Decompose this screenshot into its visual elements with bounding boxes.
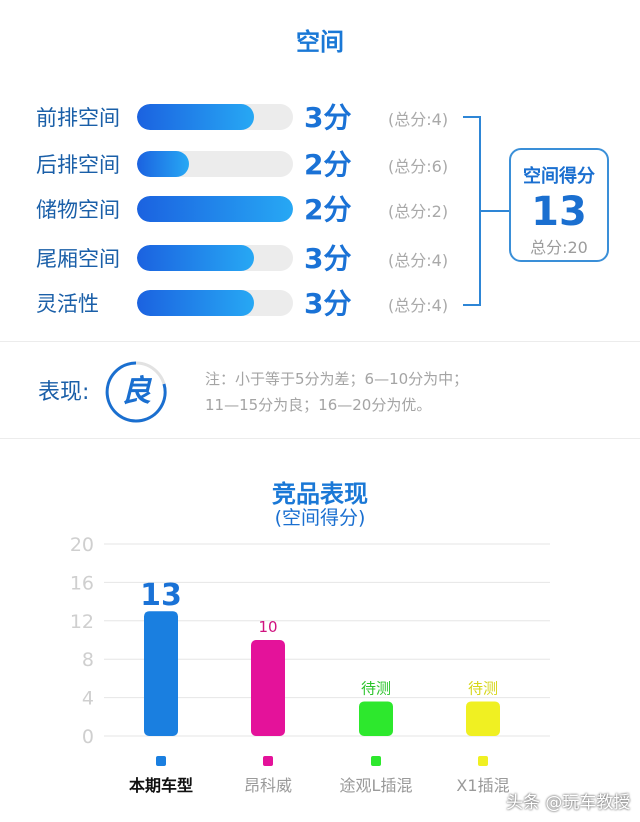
space-title: 空间 <box>296 28 344 56</box>
score-bar-fill <box>137 104 254 130</box>
y-tick-label: 0 <box>82 726 94 748</box>
score-row: 尾厢空间 3分 (总分:4) <box>0 237 640 277</box>
row-score: 3分 <box>304 242 352 275</box>
score-bar-fill <box>137 151 189 177</box>
row-score: 2分 <box>304 148 352 181</box>
row-score: 3分 <box>304 101 352 134</box>
score-row: 前排空间 3分 (总分:4) <box>0 96 640 136</box>
y-tick-label: 12 <box>70 611 94 633</box>
bar <box>359 701 393 736</box>
row-total: (总分:4) <box>388 110 449 129</box>
bar-data-label: 待测 <box>361 679 391 697</box>
bracket-tick <box>479 210 509 212</box>
score-bar-track <box>137 245 293 271</box>
rating-note-line1: 注：小于等于5分为差；6—10分为中； <box>205 370 469 388</box>
y-tick-label: 20 <box>70 534 94 556</box>
legend-swatch <box>478 756 488 766</box>
rating-note: 注：小于等于5分为差；6—10分为中； 11—15分为良；16—20分为优。 <box>205 366 535 418</box>
row-score: 3分 <box>304 287 352 320</box>
bar-data-label: 13 <box>140 578 182 613</box>
bar <box>144 611 178 736</box>
row-total: (总分:6) <box>388 157 449 176</box>
rating-value: 良 <box>121 374 151 409</box>
y-tick-label: 4 <box>82 688 94 710</box>
legend-swatch <box>371 756 381 766</box>
legend-swatch <box>263 756 273 766</box>
row-label: 尾厢空间 <box>36 247 120 271</box>
bar <box>466 701 500 736</box>
rating-ring-icon <box>105 361 167 423</box>
chart-subtitle: (空间得分) <box>274 507 366 529</box>
watermark: 头条 @玩车教授 <box>506 793 631 813</box>
score-bar-track <box>137 151 293 177</box>
score-bar-fill <box>137 290 254 316</box>
row-total: (总分:4) <box>388 296 449 315</box>
row-total: (总分:2) <box>388 202 449 221</box>
row-label: 灵活性 <box>36 292 99 316</box>
chart-title: 竞品表现 <box>272 480 368 508</box>
y-tick-label: 16 <box>70 572 94 594</box>
category-label: X1插混 <box>456 776 509 795</box>
row-score: 2分 <box>304 193 352 226</box>
y-tick-label: 8 <box>82 649 94 671</box>
category-label: 本期车型 <box>129 776 193 795</box>
divider <box>0 341 640 342</box>
score-bar-track <box>137 196 293 222</box>
space-score-title: 空间得分 <box>523 166 595 187</box>
row-label: 储物空间 <box>36 198 120 222</box>
row-total: (总分:4) <box>388 251 449 270</box>
category-label: 途观L插混 <box>340 776 413 795</box>
space-score-value: 13 <box>531 189 587 235</box>
performance-label: 表现: <box>38 380 90 405</box>
score-row: 灵活性 3分 (总分:4) <box>0 282 640 322</box>
space-score-box: 空间得分 13 总分:20 <box>509 148 609 262</box>
bar-data-label: 10 <box>258 618 277 636</box>
rating-note-line2: 11—15分为良；16—20分为优。 <box>205 396 432 414</box>
legend-swatch <box>156 756 166 766</box>
divider <box>0 438 640 439</box>
row-label: 前排空间 <box>36 106 120 130</box>
score-row: 后排空间 2分 (总分:6) <box>0 143 640 183</box>
row-label: 后排空间 <box>36 153 120 177</box>
score-bar-fill <box>137 245 254 271</box>
bar <box>251 640 285 736</box>
score-bar-track <box>137 104 293 130</box>
space-score-total: 总分:20 <box>530 238 588 257</box>
category-label: 昂科威 <box>244 776 292 795</box>
score-bar-fill <box>137 196 293 222</box>
bar-data-label: 待测 <box>468 679 498 697</box>
score-row: 储物空间 2分 (总分:2) <box>0 188 640 228</box>
score-bar-track <box>137 290 293 316</box>
